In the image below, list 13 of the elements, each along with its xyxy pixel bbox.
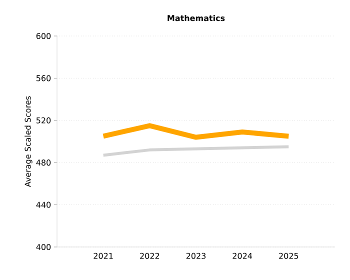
chart-title: Mathematics: [168, 14, 225, 22]
y-tick-label: 400: [36, 244, 51, 250]
y-tick-label: 480: [36, 160, 51, 166]
x-tick-label: 2022: [140, 252, 160, 259]
y-tick-label: 440: [36, 202, 51, 208]
y-tick-label: 520: [36, 117, 51, 124]
x-tick-label: 2025: [279, 252, 298, 259]
x-tick-label: 2023: [186, 252, 206, 259]
y-axis-title: Average Scaled Scores: [24, 96, 32, 187]
y-tick-label: 600: [36, 32, 51, 40]
x-tick-label: 2024: [232, 252, 252, 259]
y-tick-label: 560: [36, 75, 51, 82]
x-tick-label: 2021: [94, 252, 113, 259]
